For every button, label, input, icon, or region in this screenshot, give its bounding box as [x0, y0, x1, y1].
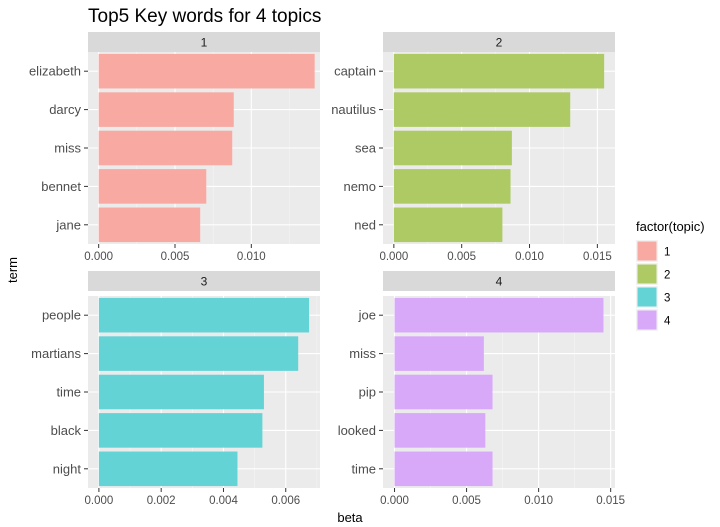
y-tick-label: black — [51, 423, 82, 438]
bar-night — [98, 451, 238, 487]
legend-items: 1 2 3 4 — [636, 240, 671, 331]
y-tick-label: jane — [55, 217, 81, 232]
legend-label: 1 — [664, 247, 670, 259]
x-tick-label: 0.015 — [596, 495, 625, 507]
legend-title: factor(topic) — [636, 219, 705, 234]
legend-key-3 — [637, 287, 657, 307]
chart-title: Top5 Key words for 4 topics — [88, 6, 321, 27]
y-tick-label: bennet — [41, 179, 81, 194]
bar-elizabeth — [98, 53, 315, 89]
x-tick-label: 0.000 — [84, 251, 113, 263]
bar-people — [98, 297, 310, 333]
y-tick-label: ned — [354, 217, 376, 232]
x-tick-label: 0.005 — [161, 251, 190, 263]
bar-pip — [394, 374, 493, 410]
y-tick-label: martians — [31, 346, 81, 361]
bar-black — [98, 413, 263, 448]
legend-label: 2 — [664, 270, 670, 282]
bar-jane — [98, 207, 201, 243]
facet-panel-2: 2 0.000 0.005 0.010 0.015 captain nautilus sea n… — [331, 32, 615, 263]
bar-bennet — [98, 169, 207, 204]
y-tick-label: sea — [355, 141, 377, 156]
y-tick-label: joe — [358, 308, 376, 323]
facet-strip-label: 1 — [201, 36, 208, 50]
x-tick-label: 0.000 — [380, 495, 409, 507]
bar-miss — [98, 130, 233, 166]
y-tick-label: captain — [334, 64, 376, 79]
facet-panels: 1 0.000 0.005 0.010 elizabeth darcy miss bennet… — [29, 32, 625, 507]
legend-key-4 — [637, 310, 657, 330]
x-tick-label: 0.002 — [147, 495, 176, 507]
bar-looked — [394, 413, 486, 448]
y-axis-label: term — [5, 257, 20, 283]
bar-ned — [393, 207, 503, 243]
y-tick-label: looked — [338, 423, 376, 438]
bar-nemo — [393, 169, 511, 204]
facet-strip — [88, 271, 320, 291]
y-tick-label: darcy — [49, 102, 81, 117]
y-tick-label: miss — [54, 141, 81, 156]
facet-strip-label: 4 — [496, 275, 503, 289]
y-tick-label: pip — [359, 385, 376, 400]
bar-time — [98, 374, 264, 410]
y-tick-label: time — [351, 461, 376, 476]
facet-strip — [383, 32, 615, 52]
facet-strip — [88, 32, 320, 52]
legend-label: 3 — [664, 293, 670, 305]
bar-joe — [394, 297, 604, 333]
x-tick-label: 0.000 — [85, 495, 114, 507]
y-tick-label: miss — [349, 346, 376, 361]
legend-label: 4 — [664, 316, 671, 328]
y-tick-label: people — [42, 308, 81, 323]
x-tick-label: 0.005 — [452, 495, 481, 507]
bar-sea — [393, 130, 512, 166]
x-tick-label: 0.010 — [524, 495, 553, 507]
x-tick-label: 0.005 — [447, 251, 476, 263]
facet-strip-label: 2 — [496, 36, 503, 50]
y-tick-label: night — [53, 461, 82, 476]
bar-darcy — [98, 92, 234, 127]
x-tick-label: 0.006 — [271, 495, 300, 507]
bar-martians — [98, 336, 299, 371]
facet-panel-3: 3 0.000 0.002 0.004 0.006 people martians time b… — [31, 271, 320, 507]
x-tick-label: 0.015 — [583, 251, 612, 263]
y-tick-label: time — [56, 385, 81, 400]
x-tick-label: 0.010 — [515, 251, 544, 263]
legend: factor(topic) 1 2 3 4 — [636, 219, 705, 331]
y-tick-label: nemo — [343, 179, 376, 194]
y-tick-label: elizabeth — [29, 64, 81, 79]
x-tick-label: 0.004 — [209, 495, 238, 507]
legend-key-1 — [637, 241, 657, 261]
bar-miss — [394, 336, 484, 371]
bar-captain — [393, 53, 605, 89]
legend-key-2 — [637, 264, 657, 284]
x-tick-label: 0.000 — [379, 251, 408, 263]
facet-panel-4: 4 0.000 0.005 0.010 0.015 joe miss pip looked tim… — [338, 271, 625, 507]
facet-panel-1: 1 0.000 0.005 0.010 elizabeth darcy miss bennet… — [29, 32, 320, 263]
x-tick-label: 0.010 — [237, 251, 266, 263]
bar-nautilus — [393, 92, 571, 127]
y-tick-label: nautilus — [331, 102, 376, 117]
x-axis-label: beta — [337, 510, 363, 525]
facet-strip-label: 3 — [201, 275, 208, 289]
bar-time — [394, 451, 493, 487]
facet-strip — [383, 271, 615, 291]
